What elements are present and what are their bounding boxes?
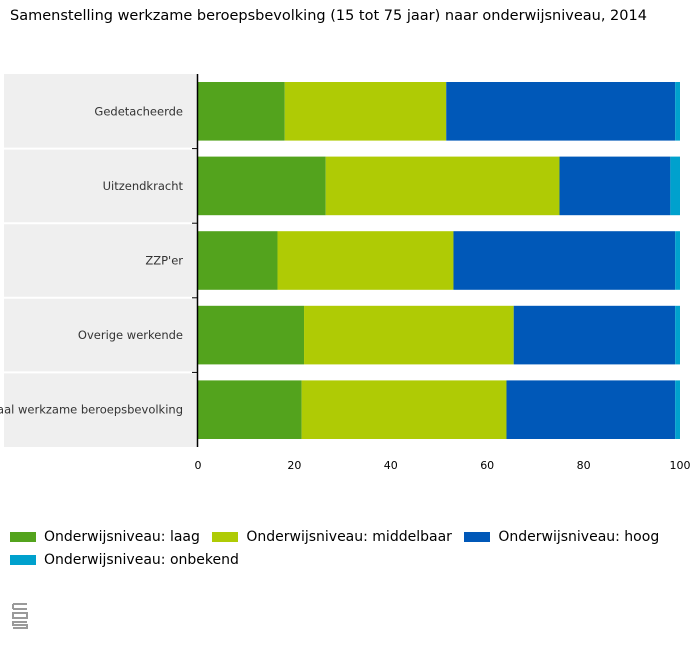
bar-3-series-2[interactable] bbox=[277, 231, 454, 290]
bar-1-series-1[interactable] bbox=[198, 82, 285, 141]
category-label-2: Uitzendkracht bbox=[103, 179, 184, 193]
x-tick-label-3: 40 bbox=[384, 459, 398, 472]
bar-2-series-3[interactable] bbox=[559, 156, 671, 216]
legend-swatch-middelbaar bbox=[212, 532, 239, 542]
legend-label-laag: Onderwijsniveau: laag bbox=[44, 529, 200, 545]
bar-2-series-2[interactable] bbox=[325, 156, 560, 216]
bar-4-series-3[interactable] bbox=[513, 305, 676, 365]
x-tick-label-4: 60 bbox=[480, 459, 494, 472]
cbs-logo-icon bbox=[12, 603, 28, 629]
bar-1-series-2[interactable] bbox=[284, 82, 447, 141]
bar-5-series-4[interactable] bbox=[675, 380, 680, 439]
chart-legend: Onderwijsniveau: laag Onderwijsniveau: m… bbox=[10, 526, 690, 572]
bar-4-series-1[interactable] bbox=[198, 305, 305, 365]
category-label-band bbox=[4, 74, 198, 447]
bar-3-series-3[interactable] bbox=[453, 231, 676, 290]
legend-swatch-laag bbox=[10, 532, 36, 542]
bar-1-series-3[interactable] bbox=[446, 82, 676, 141]
stacked-bar-chart: Gedetacheerde Uitzendkracht ZZP'er Overige … bbox=[0, 74, 691, 472]
legend-label-hoog: Onderwijsniveau: hoog bbox=[498, 529, 660, 545]
legend-label-onbekend: Onderwijsniveau: onbekend bbox=[44, 552, 239, 568]
x-tick-label-5: 80 bbox=[577, 459, 591, 472]
legend-swatch-onbekend bbox=[10, 555, 36, 565]
x-tick-label-2: 20 bbox=[287, 459, 301, 472]
legend-item-hoog[interactable]: Onderwijsniveau: hoog bbox=[464, 526, 659, 548]
legend-item-middelbaar[interactable]: Onderwijsniveau: middelbaar bbox=[212, 526, 452, 548]
chart-title: Samenstelling werkzame beroepsbevolking … bbox=[10, 8, 647, 24]
bar-1-series-4[interactable] bbox=[675, 82, 680, 141]
category-label-3: ZZP'er bbox=[145, 254, 183, 268]
x-tick-label-1: 0 bbox=[195, 459, 202, 472]
legend-swatch-hoog bbox=[464, 532, 491, 542]
category-label-4: Overige werkende bbox=[78, 328, 183, 342]
bar-5-series-2[interactable] bbox=[301, 380, 507, 439]
bar-4-series-4[interactable] bbox=[675, 305, 680, 365]
legend-item-laag[interactable]: Onderwijsniveau: laag bbox=[10, 526, 200, 548]
bar-2-series-4[interactable] bbox=[670, 156, 680, 216]
bar-3-series-1[interactable] bbox=[198, 231, 278, 290]
x-tick-label-6: 100 bbox=[670, 459, 691, 472]
bar-3-series-4[interactable] bbox=[675, 231, 680, 290]
bar-2-series-1[interactable] bbox=[198, 156, 326, 216]
bar-5-series-1[interactable] bbox=[198, 380, 302, 439]
bar-4-series-2[interactable] bbox=[304, 305, 514, 365]
legend-item-onbekend[interactable]: Onderwijsniveau: onbekend bbox=[10, 549, 239, 571]
legend-label-middelbaar: Onderwijsniveau: middelbaar bbox=[246, 529, 452, 545]
category-label-1: Gedetacheerde bbox=[94, 104, 183, 118]
bar-5-series-3[interactable] bbox=[506, 380, 676, 439]
category-label-5: Totaal werkzame beroepsbevolking bbox=[0, 403, 183, 417]
